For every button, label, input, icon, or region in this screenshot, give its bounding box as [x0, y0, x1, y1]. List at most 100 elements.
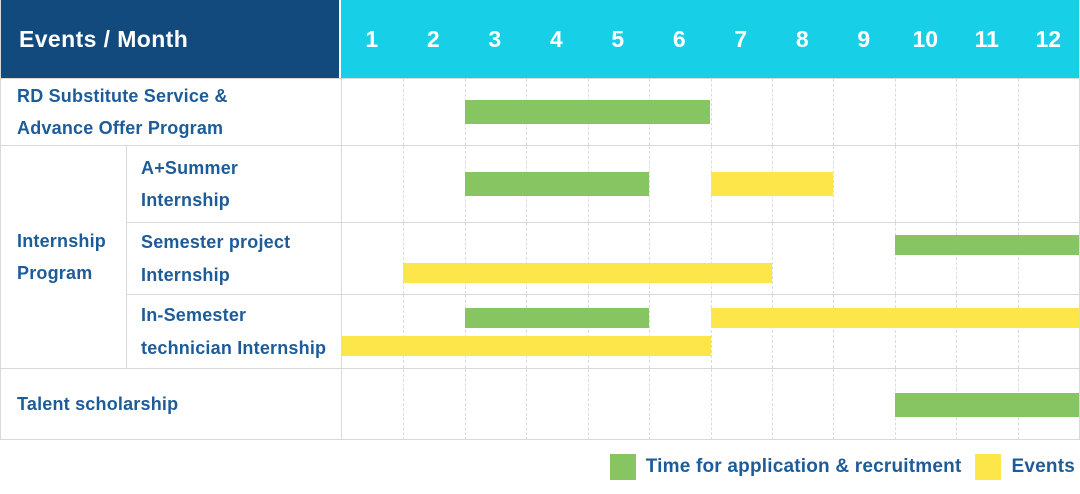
month-gridline [710, 223, 712, 294]
month-gridline [403, 369, 405, 440]
month-gridline [464, 223, 466, 294]
month-gridline [833, 295, 835, 368]
month-gridline [403, 223, 405, 294]
month-gridline [587, 223, 589, 294]
month-gridline [956, 79, 958, 145]
month-gridline [710, 79, 712, 145]
group-label-text: Internship Program [17, 230, 107, 283]
chart-row-a-plus-summer-internship [341, 145, 1079, 222]
month-gridline [710, 369, 712, 440]
recruitment-bar [894, 234, 1079, 255]
events-month-header-label: Events / Month [19, 25, 189, 52]
chart-row-in-semester-technician-internship [341, 294, 1079, 368]
row-label-text: Talent scholarship [17, 394, 179, 415]
month-gridline [710, 295, 712, 368]
month-label: 12 [1035, 25, 1062, 52]
month-label: 2 [426, 25, 440, 52]
bar-line [342, 392, 1079, 417]
month-gridline [771, 223, 773, 294]
month-gridline [403, 295, 405, 368]
legend-label-recruitment: Time for application & recruitment [645, 456, 962, 477]
month-gridline [771, 295, 773, 368]
month-gridline [1017, 146, 1019, 222]
legend-item-events: Events [975, 454, 1075, 480]
events-bar [342, 335, 711, 356]
month-gridline [526, 369, 528, 440]
recruitment-color-swatch [609, 454, 636, 480]
bar-lines [342, 146, 1079, 222]
month-gridline [1017, 223, 1019, 294]
month-gridline [649, 223, 651, 294]
month-gridline [403, 79, 405, 145]
bar-lines [342, 369, 1079, 440]
month-gridline [526, 223, 528, 294]
month-gridline [587, 369, 589, 440]
month-gridline [833, 223, 835, 294]
month-gridline [464, 369, 466, 440]
bar-lines [342, 295, 1079, 368]
month-gridline [1017, 295, 1019, 368]
recruitment-bar [464, 100, 711, 124]
month-gridline [894, 223, 896, 294]
bar-line [342, 100, 1079, 124]
month-gridline [771, 79, 773, 145]
events-bar [710, 172, 834, 196]
month-label: 7 [734, 25, 748, 52]
legend: Time for application & recruitment Event… [0, 440, 1080, 494]
chart-row-talent-scholarship [341, 368, 1079, 440]
events-bar [403, 262, 772, 283]
row-label-text: Semester project Internship [141, 232, 291, 285]
month-gridline [771, 369, 773, 440]
month-label: 3 [488, 25, 502, 52]
month-label: 10 [912, 25, 939, 52]
month-gridline [894, 146, 896, 222]
bar-lines [342, 223, 1079, 294]
month-gridline [956, 146, 958, 222]
month-gridline [1017, 79, 1019, 145]
month-label: 8 [795, 25, 809, 52]
bar-line [342, 335, 1079, 356]
row-label-talent-scholarship: Talent scholarship [1, 368, 341, 440]
row-label-text: In-Semester technician Internship [141, 305, 327, 358]
recruitment-bar [464, 172, 650, 196]
month-gridline [649, 369, 651, 440]
row-label-semester-project-internship: Semester project Internship [126, 222, 341, 294]
month-label: 1 [365, 25, 379, 52]
month-gridline [833, 369, 835, 440]
recruitment-bar [464, 307, 650, 328]
legend-label-events: Events [1011, 456, 1075, 477]
month-gridline [894, 295, 896, 368]
month-gridline [649, 295, 651, 368]
month-gridline [833, 79, 835, 145]
chart-row-rd-substitute-service [341, 78, 1079, 145]
events-month-header-cell: Events / Month [1, 0, 341, 78]
bar-line [342, 172, 1079, 196]
chart-row-semester-project-internship [341, 222, 1079, 294]
events-color-swatch [975, 454, 1002, 480]
legend-item-recruitment: Time for application & recruitment [609, 454, 962, 480]
recruitment-bar [894, 392, 1079, 417]
bar-line [342, 234, 1079, 255]
month-label: 6 [672, 25, 686, 52]
events-bar [710, 307, 1079, 328]
row-label-in-semester-technician-internship: In-Semester technician Internship [126, 294, 341, 368]
group-label-internship-program: Internship Program [1, 145, 126, 368]
month-label: 5 [611, 25, 625, 52]
month-label: 9 [857, 25, 871, 52]
month-label: 11 [974, 25, 999, 52]
bar-lines [342, 79, 1079, 145]
month-gridline [894, 79, 896, 145]
month-gridline [587, 295, 589, 368]
month-gridline [956, 295, 958, 368]
month-gridline [403, 146, 405, 222]
month-gridline [833, 146, 835, 222]
gantt-table: Events / Month 1 2 3 4 5 6 7 8 9 10 11 12 RD Substi… [0, 0, 1080, 440]
month-gridline [649, 146, 651, 222]
month-gridline [526, 295, 528, 368]
bar-line [342, 307, 1079, 328]
month-header-row: 1 2 3 4 5 6 7 8 9 10 11 12 [341, 0, 1079, 78]
month-gridline [956, 223, 958, 294]
row-label-rd-substitute-service: RD Substitute Service & Advance Offer Pr… [1, 78, 341, 145]
row-label-text: RD Substitute Service & Advance Offer Pr… [17, 85, 228, 138]
row-label-text: A+Summer Internship [141, 157, 239, 210]
